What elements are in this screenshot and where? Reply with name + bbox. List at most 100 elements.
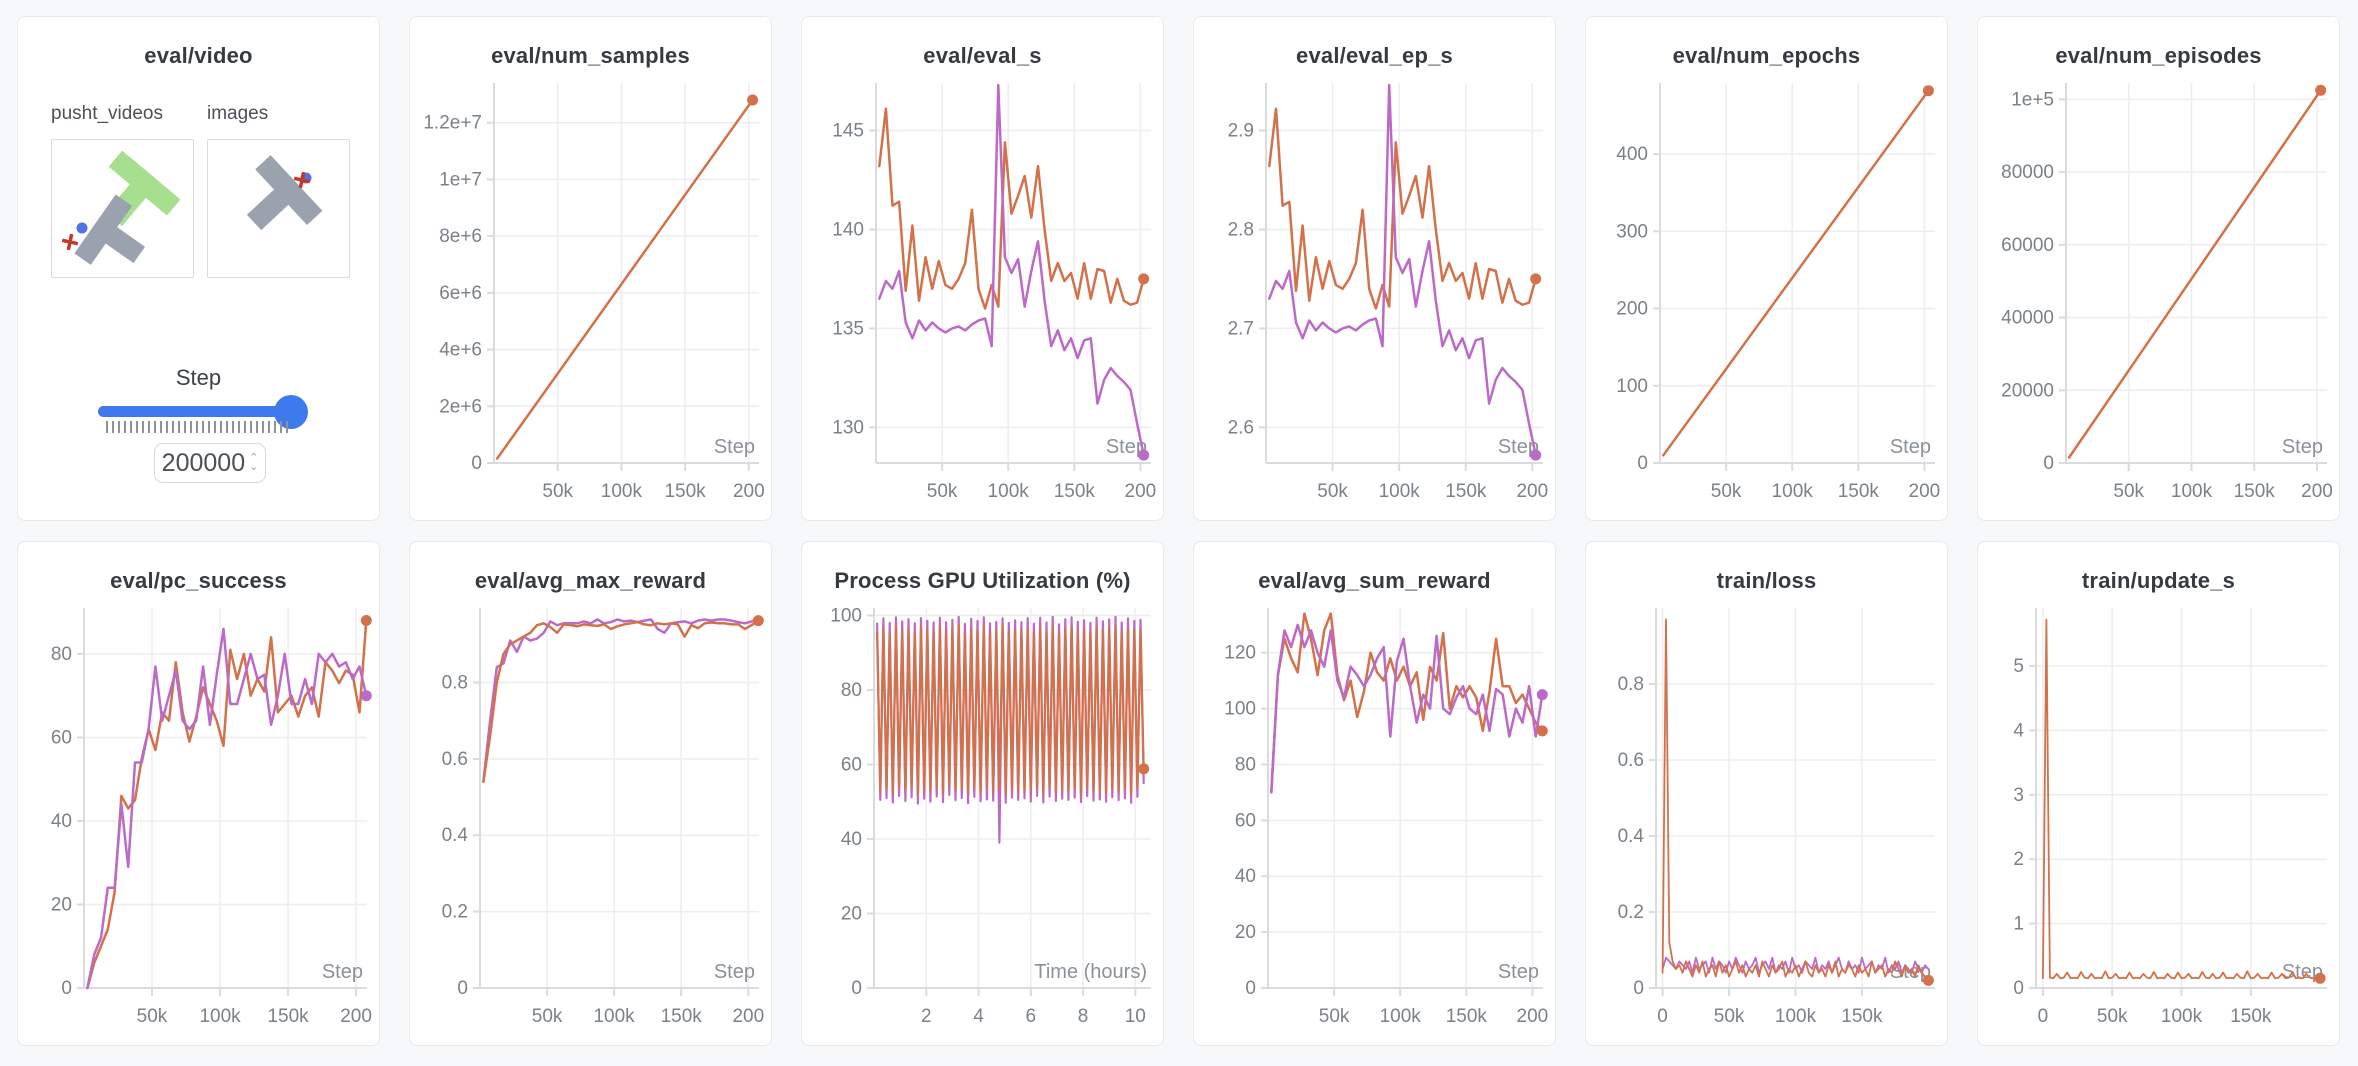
svg-text:150k: 150k [1445,481,1487,502]
svg-text:200: 200 [1516,481,1548,502]
svg-text:6: 6 [1026,1006,1037,1027]
line-chart-eval-num-episodes[interactable]: 0 20000 40000 60000 80000 1e+5 50k 100k 150k 200 S… [1978,73,2340,513]
svg-text:2: 2 [2013,849,2024,870]
svg-text:135: 135 [832,318,864,339]
svg-text:0.8: 0.8 [1618,674,1644,695]
line-chart-eval-eval-ep-s[interactable]: 2.6 2.7 2.8 2.9 50k 100k 150k 200 Step [1194,73,1556,513]
svg-text:80: 80 [51,644,72,665]
svg-text:0: 0 [457,978,468,999]
svg-text:150k: 150k [1054,481,1096,502]
svg-text:50k: 50k [2097,1006,2128,1027]
chart-title: eval/num_episodes [2055,43,2262,68]
images-thumbnail[interactable] [207,139,350,278]
svg-text:1e+7: 1e+7 [439,169,482,190]
svg-text:150k: 150k [1841,1006,1883,1027]
svg-text:100: 100 [1224,699,1256,720]
chart-title: eval/eval_ep_s [1296,43,1453,68]
chart-title: train/update_s [2081,568,2236,593]
svg-text:0: 0 [2043,453,2054,474]
svg-text:100k: 100k [988,481,1030,502]
line-chart-eval-num-samples[interactable]: 0 2e+6 4e+6 6e+6 8e+6 1e+7 1.2e+7 50k 100k 150k 20… [410,73,772,513]
step-slider-track[interactable] [98,406,301,417]
svg-text:200: 200 [2301,481,2333,502]
svg-text:100k: 100k [1772,481,1814,502]
svg-text:80: 80 [1235,755,1256,776]
svg-text:0: 0 [2038,1006,2049,1027]
svg-text:100k: 100k [593,1006,635,1027]
svg-text:8: 8 [1078,1006,1089,1027]
svg-text:4: 4 [973,1006,984,1027]
panel-process-gpu-utilization: Process GPU Utilization (%) 0 20 40 60 80 100… [801,541,1164,1046]
svg-text:100k: 100k [2161,1006,2203,1027]
svg-text:2e+6: 2e+6 [439,396,482,417]
svg-text:Step: Step [1498,961,1539,983]
line-chart-eval-avg-sum-reward[interactable]: 0 20 40 60 80 100 120 50k 100k 150k 200 Step [1194,598,1556,1038]
chart-title: train/loss [1716,568,1817,593]
svg-text:150k: 150k [267,1006,309,1027]
svg-text:8e+6: 8e+6 [439,226,482,247]
svg-text:Step: Step [2282,436,2323,458]
pusht-video-thumbnail[interactable] [51,139,194,278]
svg-text:60: 60 [841,755,862,776]
svg-text:100k: 100k [1379,481,1421,502]
line-chart-eval-pc-success[interactable]: 0 20 40 60 80 50k 100k 150k 200 Step [18,598,380,1038]
svg-text:1: 1 [2013,914,2024,935]
panel-eval-avg-sum-reward: eval/avg_sum_reward 0 20 40 60 80 100 120 50k 10… [1193,541,1556,1046]
svg-text:300: 300 [1616,221,1648,242]
step-value[interactable]: 200000 [161,448,246,477]
line-chart-eval-eval-s[interactable]: 130 135 140 145 50k 100k 150k 200 Step [802,73,1164,513]
svg-text:Step: Step [1498,436,1539,458]
svg-text:100k: 100k [1380,1006,1422,1027]
svg-text:150k: 150k [2234,481,2276,502]
gray-t-shape [74,194,146,265]
panel-eval-num-epochs: eval/num_epochs 0 100 200 300 400 50k 100k 150k… [1585,16,1948,521]
svg-text:50k: 50k [1711,481,1742,502]
svg-text:0: 0 [471,453,482,474]
svg-text:200: 200 [732,1006,764,1027]
svg-text:200: 200 [340,1006,372,1027]
line-chart-eval-avg-max-reward[interactable]: 0 0.2 0.4 0.6 0.8 50k 100k 150k 200 Step [410,598,772,1038]
svg-text:50k: 50k [532,1006,563,1027]
line-chart-eval-num-epochs[interactable]: 0 100 200 300 400 50k 100k 150k 200 Step [1586,73,1948,513]
slider-tick-marks [106,421,288,433]
svg-text:140: 140 [832,220,864,241]
stepper-down-icon[interactable]: ⌄ [249,461,259,473]
svg-text:0.8: 0.8 [442,673,468,694]
svg-text:145: 145 [832,121,864,142]
svg-text:40: 40 [1235,866,1256,887]
target-cross [61,233,79,251]
svg-text:100k: 100k [601,481,643,502]
svg-text:60: 60 [51,728,72,749]
target-cross [293,171,311,189]
svg-text:0: 0 [1657,1006,1668,1027]
chart-title: eval/num_samples [491,43,690,68]
svg-text:20: 20 [841,904,862,925]
svg-text:100k: 100k [2171,481,2213,502]
gray-t-shape [246,155,323,231]
stepper-up-icon[interactable]: ⌃ [249,452,259,464]
svg-text:50k: 50k [542,481,573,502]
svg-text:130: 130 [832,417,864,438]
svg-text:50k: 50k [1317,481,1348,502]
svg-text:Step: Step [322,961,363,983]
line-chart-process-gpu-utilization[interactable]: 0 20 40 60 80 100 2 4 6 8 10 Time (hours) [802,598,1164,1038]
svg-text:0.4: 0.4 [442,825,469,846]
svg-text:50k: 50k [137,1006,168,1027]
svg-text:2.7: 2.7 [1228,318,1254,339]
svg-text:150k: 150k [2230,1006,2272,1027]
svg-text:200: 200 [1517,1006,1549,1027]
svg-text:80000: 80000 [2001,162,2054,183]
step-value-input[interactable]: 200000 ⌃ ⌄ [154,443,266,483]
svg-text:20000: 20000 [2001,380,2054,401]
svg-text:40: 40 [841,829,862,850]
value-stepper[interactable]: ⌃ ⌄ [249,452,259,473]
chart-title: Process GPU Utilization (%) [834,568,1131,593]
svg-text:4: 4 [2013,720,2024,741]
svg-text:50k: 50k [1714,1006,1745,1027]
svg-text:2.8: 2.8 [1228,220,1254,241]
svg-text:2.9: 2.9 [1228,121,1254,142]
svg-text:4e+6: 4e+6 [439,340,482,361]
